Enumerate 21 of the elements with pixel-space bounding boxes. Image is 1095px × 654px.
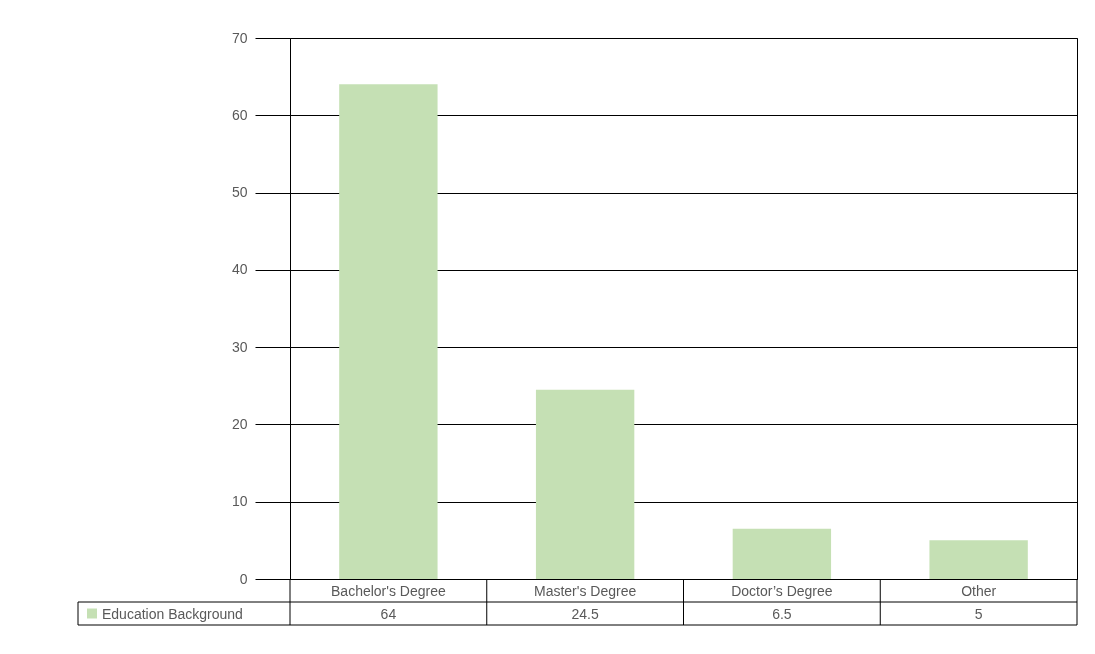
x-tick-label: Doctor’s Degree: [731, 582, 833, 599]
y-tick-label: 40: [231, 261, 248, 278]
data-label: 24.5: [571, 605, 599, 622]
y-tick-label: 50: [231, 184, 248, 201]
bar: [535, 389, 635, 579]
y-tick-label: 10: [231, 493, 248, 510]
y-tick-label: 60: [231, 106, 248, 123]
y-tick-label: 20: [231, 415, 248, 432]
y-tick-label: 70: [231, 29, 248, 46]
bar: [929, 540, 1028, 579]
bar: [339, 84, 438, 579]
bar: [732, 528, 832, 579]
y-tick-label: 0: [239, 570, 248, 587]
x-tick-label: Bachelor's Degree: [331, 582, 446, 599]
x-tick-label: Master's Degree: [533, 582, 637, 599]
y-tick-label: 30: [231, 338, 248, 355]
data-label: 6.5: [772, 605, 792, 622]
legend-label: Education Background: [102, 605, 243, 622]
data-label: 64: [380, 605, 397, 622]
data-label: 5: [974, 605, 983, 622]
x-tick-label: Other: [961, 582, 997, 599]
